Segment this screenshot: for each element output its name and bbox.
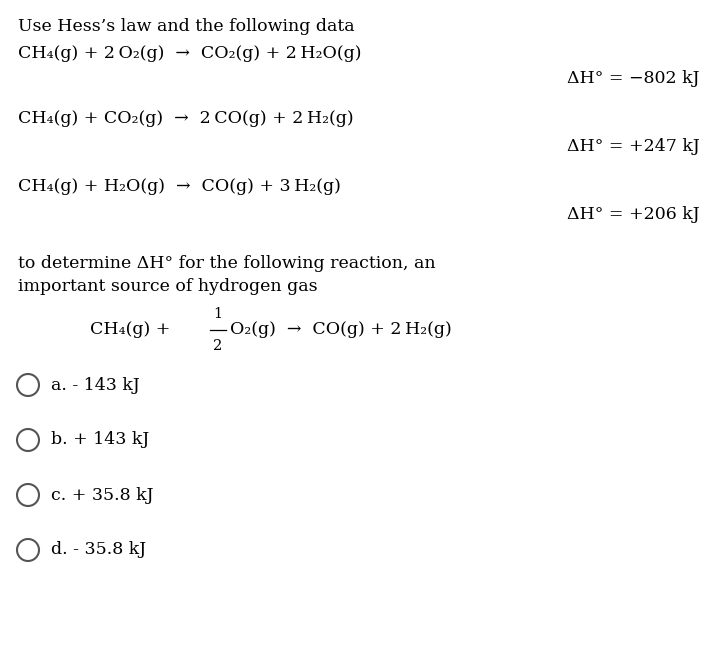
Text: c. + 35.8 kJ: c. + 35.8 kJ bbox=[51, 487, 154, 503]
Text: Use Hess’s law and the following data: Use Hess’s law and the following data bbox=[18, 18, 355, 35]
Text: O₂(g)  →  CO(g) + 2 H₂(g): O₂(g) → CO(g) + 2 H₂(g) bbox=[230, 322, 452, 338]
Text: ΔH° = +247 kJ: ΔH° = +247 kJ bbox=[567, 138, 700, 155]
Text: CH₄(g) + CO₂(g)  →  2 CO(g) + 2 H₂(g): CH₄(g) + CO₂(g) → 2 CO(g) + 2 H₂(g) bbox=[18, 110, 354, 127]
Text: 2: 2 bbox=[213, 339, 223, 353]
Text: CH₄(g) +: CH₄(g) + bbox=[90, 322, 176, 338]
Text: CH₄(g) + H₂O(g)  →  CO(g) + 3 H₂(g): CH₄(g) + H₂O(g) → CO(g) + 3 H₂(g) bbox=[18, 178, 341, 195]
Text: important source of hydrogen gas: important source of hydrogen gas bbox=[18, 278, 318, 295]
Text: ΔH° = −802 kJ: ΔH° = −802 kJ bbox=[568, 70, 700, 87]
Text: a. - 143 kJ: a. - 143 kJ bbox=[51, 377, 140, 393]
Text: ΔH° = +206 kJ: ΔH° = +206 kJ bbox=[568, 206, 700, 223]
Text: to determine ΔH° for the following reaction, an: to determine ΔH° for the following react… bbox=[18, 255, 436, 272]
Text: 1: 1 bbox=[213, 307, 223, 321]
Text: b. + 143 kJ: b. + 143 kJ bbox=[51, 432, 149, 448]
Text: CH₄(g) + 2 O₂(g)  →  CO₂(g) + 2 H₂O(g): CH₄(g) + 2 O₂(g) → CO₂(g) + 2 H₂O(g) bbox=[18, 45, 362, 62]
Text: d. - 35.8 kJ: d. - 35.8 kJ bbox=[51, 542, 146, 558]
